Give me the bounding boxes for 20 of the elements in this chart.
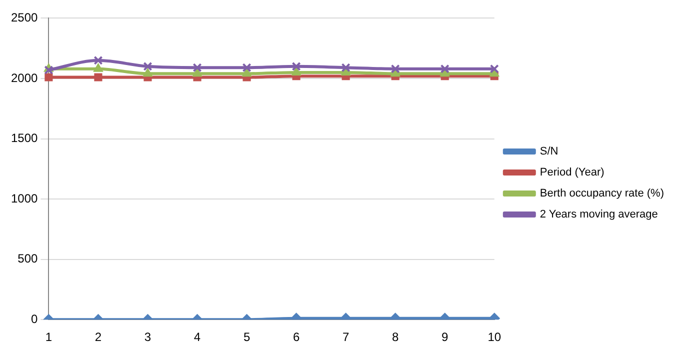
legend-label: Berth occupancy rate (%) — [540, 188, 664, 200]
y-tick-label: 1500 — [10, 131, 38, 146]
y-tick-label: 2500 — [10, 10, 38, 25]
x-tick-label: 8 — [392, 330, 400, 344]
legend-label: Period (Year) — [540, 166, 604, 179]
x-tick-label: 4 — [194, 330, 201, 344]
y-tick-label: 500 — [18, 252, 38, 266]
legend-label: 2 Years moving average — [540, 208, 658, 221]
x-tick-label: 10 — [488, 330, 502, 344]
y-tick-label: 2000 — [10, 70, 38, 85]
x-tick-label: 3 — [144, 330, 152, 344]
x-tick-label: 9 — [442, 330, 449, 344]
x-tick-label: 6 — [292, 330, 300, 344]
legend-label: S/N — [540, 146, 558, 158]
x-tick-label: 7 — [342, 330, 350, 344]
y-tick-label: 0 — [31, 312, 38, 326]
x-tick-label: 5 — [243, 330, 250, 344]
x-tick-label: 1 — [45, 330, 52, 344]
x-tick-label: 2 — [94, 330, 102, 344]
y-tick-label: 1000 — [10, 191, 38, 206]
